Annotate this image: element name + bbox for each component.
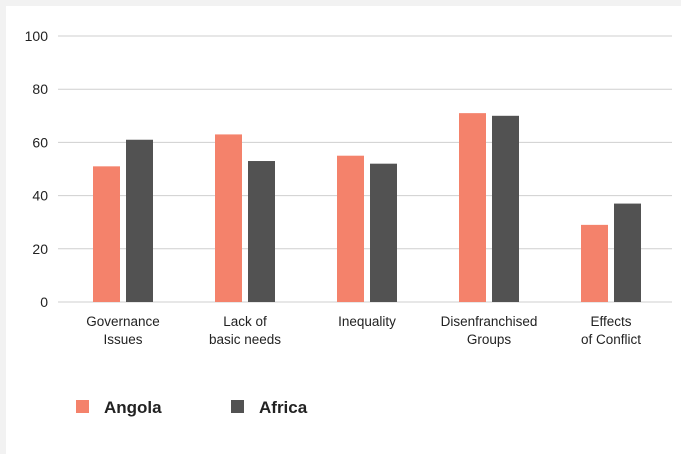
legend-label-angola: Angola	[104, 398, 162, 417]
y-tick-label: 40	[32, 188, 48, 204]
y-tick-label: 100	[25, 28, 49, 44]
bar-angola-4	[581, 224, 608, 302]
y-tick-label: 80	[32, 81, 48, 97]
x-category-label: Governance	[86, 314, 160, 329]
bar-africa-1	[248, 161, 275, 302]
gridlines	[58, 35, 672, 303]
legend-swatch-angola	[76, 400, 89, 413]
bar-angola-1	[215, 134, 242, 302]
bar-angola-0	[93, 166, 120, 302]
bar-africa-3	[492, 115, 519, 302]
x-category-label: Effects	[590, 314, 631, 329]
legend-label-africa: Africa	[259, 398, 308, 417]
bar-africa-2	[370, 163, 397, 302]
x-category-label: Lack of	[223, 314, 267, 329]
y-axis-ticks: 0 20 40 60 80 100	[25, 28, 49, 310]
bar-angola-3	[459, 113, 486, 302]
x-axis-labels: Governance Issues Lack of basic needs Inequa…	[86, 314, 641, 347]
y-tick-label: 60	[32, 134, 48, 150]
bar-africa-4	[614, 203, 641, 302]
x-category-label: Inequality	[338, 314, 396, 329]
bar-angola-2	[337, 155, 364, 302]
x-category-label: of Conflict	[581, 332, 641, 347]
x-category-label: Groups	[467, 332, 512, 347]
y-tick-label: 0	[40, 294, 48, 310]
bars	[93, 113, 641, 302]
bar-africa-0	[126, 139, 153, 302]
legend-swatch-africa	[231, 400, 244, 413]
legend: Angola Africa	[76, 398, 308, 417]
x-category-label: basic needs	[209, 332, 281, 347]
y-tick-label: 20	[32, 241, 48, 257]
chart-card: 0 20 40 60 80 100 Governance Issues Lack of basi…	[6, 6, 681, 454]
x-category-label: Issues	[103, 332, 142, 347]
x-category-label: Disenfranchised	[441, 314, 538, 329]
